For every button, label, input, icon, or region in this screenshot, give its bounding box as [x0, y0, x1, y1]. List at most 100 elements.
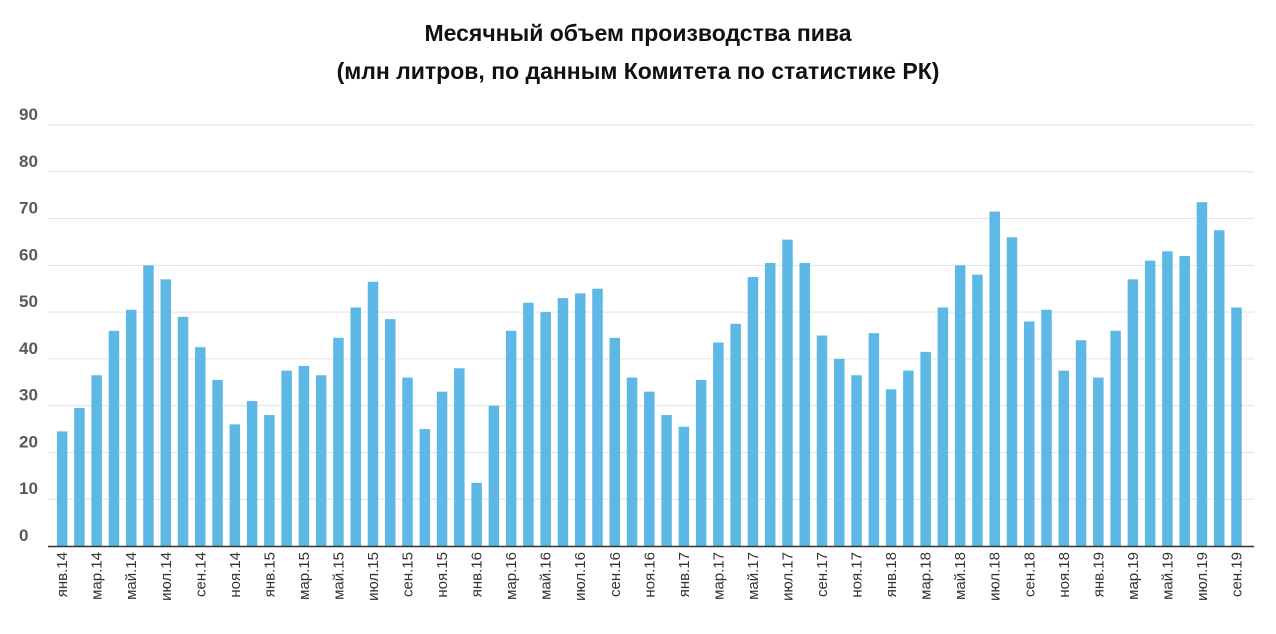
x-tick-label: июл.15 — [365, 552, 382, 601]
x-tick-label: июл.19 — [1194, 552, 1211, 601]
bar — [454, 368, 465, 546]
bar — [281, 370, 292, 546]
y-tick-label: 60 — [19, 245, 38, 264]
bar — [782, 239, 793, 547]
chart-title-block: Месячный объем производства пива (млн ли… — [0, 14, 1276, 90]
x-tick-label: янв.16 — [469, 552, 486, 597]
bar — [557, 298, 569, 546]
bar — [523, 302, 534, 546]
x-tick-label: мар.14 — [89, 552, 106, 600]
x-tick-label: мар.19 — [1125, 552, 1142, 600]
bar — [471, 482, 482, 546]
bar — [834, 358, 845, 546]
bar — [903, 370, 914, 546]
x-tick-label: май.17 — [745, 552, 762, 600]
x-tick-label: мар.15 — [296, 552, 313, 600]
x-tick-label: янв.18 — [883, 552, 900, 597]
bar — [799, 262, 810, 546]
y-tick-label: 70 — [19, 199, 38, 218]
x-tick-label: ноя.18 — [1056, 552, 1073, 598]
bar — [1006, 237, 1018, 546]
y-tick-label: 30 — [19, 386, 38, 405]
x-tick-label: ноя.16 — [641, 552, 658, 598]
bar — [540, 312, 551, 546]
bar — [851, 375, 862, 546]
x-tick-label: сен.14 — [192, 552, 209, 597]
bar — [1058, 370, 1070, 546]
bar — [764, 262, 776, 546]
chart-title: Месячный объем производства пива — [424, 20, 852, 46]
bar — [1041, 309, 1052, 546]
bar — [1075, 340, 1087, 546]
bar — [885, 389, 897, 546]
y-tick-label: 20 — [19, 432, 38, 451]
x-tick-label: мар.16 — [503, 552, 520, 600]
x-tick-label: май.15 — [330, 552, 347, 600]
bar — [125, 309, 137, 546]
bar — [609, 337, 621, 546]
bar — [350, 307, 361, 546]
x-tick-label: янв.17 — [676, 552, 693, 597]
bar — [1231, 307, 1242, 546]
x-tick-label: сен.17 — [814, 552, 831, 597]
bar — [246, 400, 258, 546]
bars — [56, 202, 1242, 547]
bar — [954, 265, 966, 546]
bar — [1127, 279, 1139, 546]
x-tick-label: июл.18 — [987, 552, 1004, 601]
bar — [108, 330, 120, 546]
bar — [816, 335, 828, 546]
y-tick-label: 10 — [19, 479, 38, 498]
bar — [644, 391, 655, 546]
bar — [436, 391, 448, 546]
x-tick-label: янв.14 — [54, 552, 71, 597]
bar — [264, 415, 275, 546]
x-axis-ticks: янв.14 мар.14 май.14 июл.14 сен.14 ноя.14 янв.… — [54, 552, 1245, 601]
bar — [730, 323, 741, 546]
bar — [713, 342, 724, 546]
x-tick-label: май.18 — [952, 552, 969, 600]
bar — [402, 377, 413, 546]
bar — [695, 379, 707, 546]
bar — [488, 405, 500, 546]
bar — [74, 408, 85, 546]
bar — [333, 337, 344, 546]
bar — [574, 293, 586, 546]
bar — [661, 415, 672, 546]
bar — [868, 333, 880, 546]
bar — [972, 274, 983, 546]
y-tick-label: 0 — [19, 526, 28, 545]
x-tick-label: сен.15 — [400, 552, 417, 597]
x-tick-label: июл.16 — [572, 552, 589, 601]
bar — [367, 281, 379, 546]
bar — [385, 319, 396, 546]
bar — [1144, 260, 1156, 546]
y-tick-label: 90 — [19, 105, 38, 124]
y-tick-label: 80 — [19, 152, 38, 171]
bar — [91, 375, 102, 546]
bar — [160, 279, 171, 546]
bar — [1213, 230, 1225, 546]
bar — [229, 424, 241, 546]
x-tick-label: янв.15 — [261, 552, 278, 597]
bar — [143, 265, 154, 546]
bar — [195, 347, 206, 546]
x-tick-label: июл.14 — [158, 552, 175, 601]
bar — [592, 288, 603, 546]
x-tick-label: июл.17 — [779, 552, 796, 601]
y-axis-ticks: 0 10 20 30 40 50 60 70 80 90 — [19, 105, 38, 545]
chart-subtitle: (млн литров, по данным Комитета по стати… — [336, 58, 940, 84]
x-tick-label: мар.18 — [918, 552, 935, 600]
bar — [626, 377, 638, 546]
x-tick-label: ноя.15 — [434, 552, 451, 598]
bar — [937, 307, 949, 546]
bar — [1024, 321, 1035, 546]
bar — [1179, 255, 1190, 547]
bar — [1110, 330, 1121, 546]
bar — [315, 375, 327, 546]
bar — [920, 351, 931, 546]
x-tick-label: сен.19 — [1228, 552, 1245, 597]
bar — [989, 211, 1000, 547]
bar — [177, 316, 189, 546]
